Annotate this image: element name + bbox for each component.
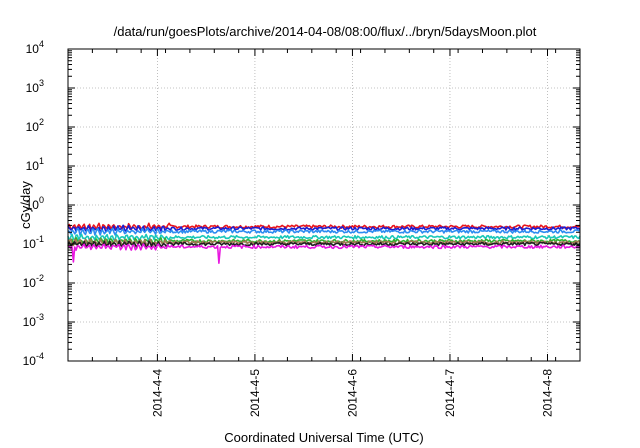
- series-line: [67, 224, 581, 233]
- y-tick-label: 104: [26, 39, 44, 56]
- x-tick-label: 2014-4-5: [248, 369, 262, 417]
- y-tick-label: 10-1: [23, 234, 44, 251]
- grid-lines: [68, 49, 580, 361]
- y-tick-label: 10-3: [23, 312, 44, 329]
- chart-title: /data/run/goesPlots/archive/2014-04-08/0…: [114, 24, 537, 39]
- x-tick-label: 2014-4-4: [150, 369, 164, 417]
- series-line: [67, 240, 581, 249]
- series-line: [67, 222, 581, 231]
- x-tick-label: 2014-4-7: [443, 369, 457, 417]
- y-tick-label: 101: [26, 156, 44, 173]
- x-axis: 2014-4-4 2014-4-5 2014-4-6 2014-4-7 2014-4-8: [67, 49, 581, 417]
- y-tick-label: 10-2: [23, 273, 44, 290]
- y-tick-label: 10-4: [23, 351, 44, 368]
- series-line: [67, 227, 581, 236]
- series-line: [67, 243, 581, 264]
- x-tick-label: 2014-4-6: [345, 369, 359, 417]
- series-line: [67, 233, 581, 242]
- y-axis: 10-4 10-3 10-2 10-1 100 101 102 103 104: [23, 39, 580, 368]
- x-tick-label: 2014-4-8: [540, 369, 554, 417]
- y-tick-label: 102: [26, 117, 44, 134]
- y-tick-label: 100: [26, 195, 44, 212]
- y-tick-label: 103: [26, 78, 44, 95]
- y-axis-label: cGy/day: [18, 181, 33, 229]
- x-axis-label: Coordinated Universal Time (UTC): [224, 430, 423, 445]
- series-layer: [67, 222, 581, 264]
